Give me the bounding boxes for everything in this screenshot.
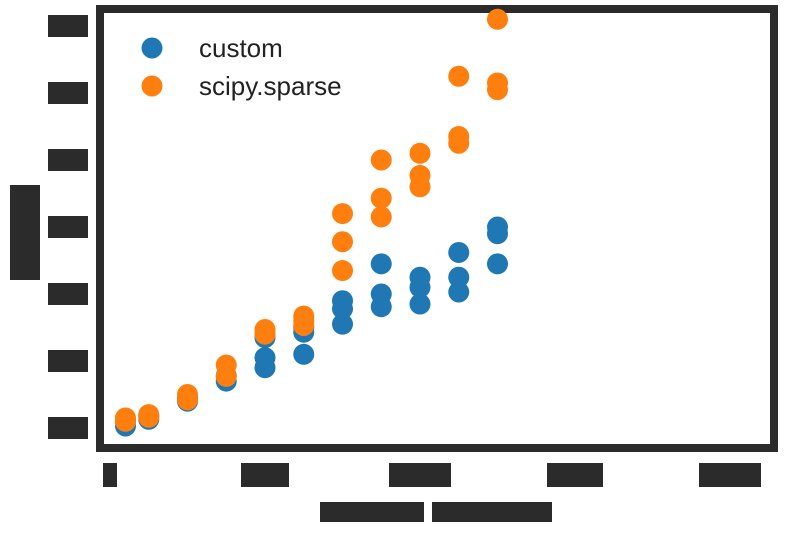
y-tick-label [48, 417, 88, 439]
x-tick-label [241, 463, 289, 487]
data-point [448, 241, 470, 263]
data-point [332, 290, 353, 312]
data-point [487, 216, 508, 238]
y-tick-label [48, 350, 88, 372]
data-point [293, 305, 315, 327]
data-point [448, 281, 470, 303]
y-tick-label [48, 283, 88, 305]
data-point [487, 8, 508, 30]
y-axis-title [10, 185, 40, 280]
y-tick-label [48, 82, 88, 104]
y-tick-label [48, 15, 88, 37]
y-tick-label [48, 216, 88, 238]
legend: custom scipy.sparse [141, 33, 342, 101]
data-point [409, 266, 431, 288]
x-tick-label [547, 463, 603, 487]
plot-border [96, 5, 778, 452]
data-point [370, 253, 392, 275]
plot-frame [96, 5, 778, 452]
axis-titles [10, 185, 552, 522]
data-point [332, 231, 353, 253]
data-point [409, 142, 431, 164]
data-point [409, 164, 431, 186]
data-point [332, 203, 353, 225]
data-point [370, 206, 392, 228]
data-point [138, 404, 160, 426]
x-axis-title-word-1 [320, 502, 424, 522]
y-tick-label [48, 149, 88, 171]
data-point [115, 407, 136, 429]
legend-label: scipy.sparse [199, 71, 342, 101]
legend-marker [141, 37, 163, 59]
data-point [293, 343, 315, 365]
data-point [177, 384, 198, 405]
data-point [370, 149, 392, 171]
data-point [448, 126, 470, 148]
x-tick-label [699, 463, 761, 487]
data-point [448, 266, 470, 288]
legend-label: custom [199, 33, 283, 63]
data-point [370, 187, 392, 209]
data-point [254, 347, 276, 369]
x-tick-label [389, 463, 451, 487]
legend-marker [141, 75, 163, 97]
x-axis-title-word-2 [432, 502, 552, 522]
data-point [448, 65, 470, 87]
data-point [370, 283, 392, 305]
series-2-points [115, 8, 508, 432]
data-points [115, 8, 508, 437]
tick-labels [48, 15, 761, 487]
data-point [409, 293, 431, 315]
data-point [332, 260, 353, 282]
data-point [215, 354, 237, 376]
data-point [254, 319, 276, 341]
x-tick-label [103, 463, 117, 487]
data-point [487, 72, 508, 94]
data-point [487, 253, 508, 275]
data-point [332, 313, 353, 335]
